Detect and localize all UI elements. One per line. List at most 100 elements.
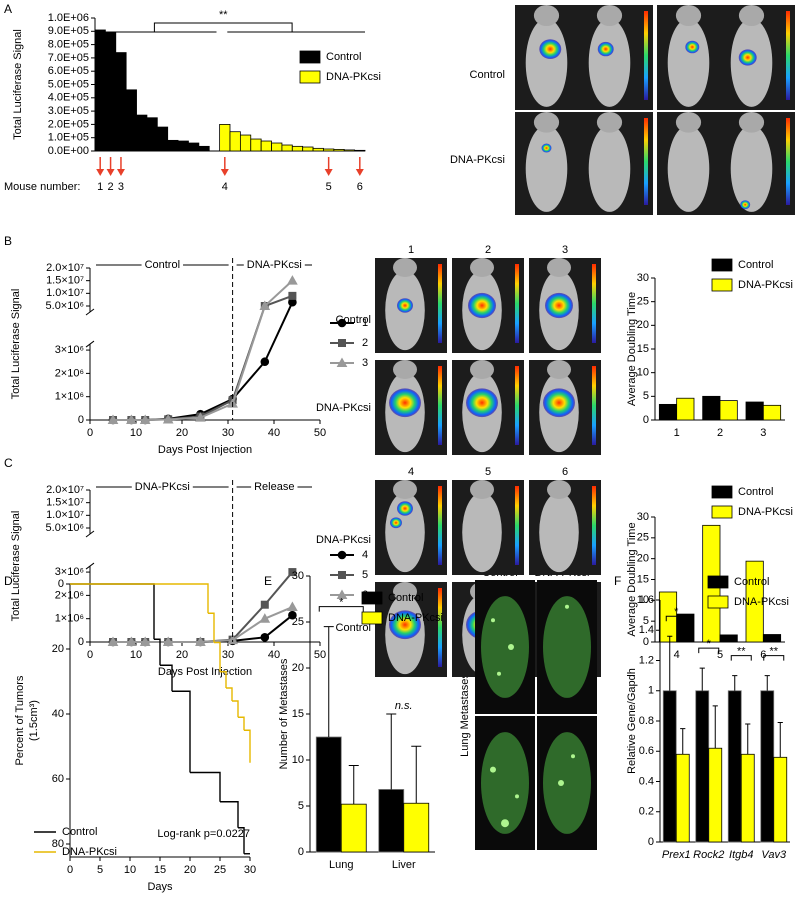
point xyxy=(107,414,119,424)
metastasis xyxy=(501,819,509,828)
y-axis-label: (1.5cm³) xyxy=(28,700,40,741)
metastasis xyxy=(508,644,514,650)
metastasis xyxy=(490,766,496,773)
point xyxy=(259,613,271,623)
bar xyxy=(354,149,366,152)
panel-letter: A xyxy=(4,2,12,16)
bar xyxy=(302,146,314,152)
x-tick-label: Rock2 xyxy=(693,849,724,861)
step-segment xyxy=(238,716,245,731)
error-bar xyxy=(667,635,673,691)
bar xyxy=(94,29,106,152)
mouse xyxy=(667,125,710,212)
y-tick-label: 1.5×10⁷ xyxy=(46,497,84,509)
error-bar xyxy=(699,667,705,691)
y-axis-label: Total Luciferase Signal xyxy=(10,289,22,400)
y-tick-label: 25 xyxy=(637,296,649,308)
point xyxy=(259,300,271,310)
color-scale xyxy=(786,11,790,100)
signal xyxy=(389,388,421,418)
point xyxy=(195,636,206,646)
y-tick-label: 1.0×10⁷ xyxy=(46,287,84,299)
mouse-head xyxy=(470,258,494,277)
significance: * xyxy=(339,597,344,609)
arrow-head xyxy=(116,169,125,176)
point xyxy=(288,291,297,300)
x-tick-label: 6 xyxy=(357,181,363,193)
y-tick-label: 2.0×10⁷ xyxy=(46,262,84,274)
mouse-head xyxy=(547,480,571,499)
color-scale xyxy=(438,264,442,343)
point xyxy=(287,275,298,285)
bar xyxy=(708,747,723,843)
y-tick-label: 1×10⁶ xyxy=(55,613,84,625)
signal xyxy=(539,39,562,59)
x-axis-label: Days Post Injection xyxy=(158,444,252,456)
y-tick-label: 3×10⁶ xyxy=(55,344,84,356)
step-segment xyxy=(190,771,221,802)
mouse-head xyxy=(470,360,494,379)
point xyxy=(260,357,270,367)
series-line xyxy=(113,279,294,421)
x-tick-label: 6 xyxy=(760,649,766,661)
y-tick-label: 20 xyxy=(637,319,649,331)
legend-swatch xyxy=(711,485,733,499)
mouse-head xyxy=(470,480,494,499)
error-bar xyxy=(348,765,359,805)
y-tick-label: 1.0E+06 xyxy=(48,12,89,24)
lung xyxy=(481,732,529,834)
y-tick-label: 1.0E+05 xyxy=(48,132,89,144)
x-tick-label: 1 xyxy=(674,427,680,439)
column-label: 4 xyxy=(408,466,414,478)
bar xyxy=(239,134,252,152)
color-scale xyxy=(786,118,790,205)
signal xyxy=(597,41,614,57)
significance: * xyxy=(674,606,679,618)
step-segment xyxy=(172,690,191,773)
phase-label: Release xyxy=(254,481,294,493)
metastasis xyxy=(558,780,564,786)
x-tick-label: 10 xyxy=(130,649,142,661)
error-bar xyxy=(386,713,397,790)
column-label: 6 xyxy=(562,466,568,478)
bar xyxy=(745,401,764,421)
legend-label: DNA-PKcsi xyxy=(388,612,443,624)
column-label: 2 xyxy=(485,244,491,256)
significance-bracket xyxy=(763,655,785,661)
x-tick-label: 0 xyxy=(87,427,93,439)
mouse-head xyxy=(596,112,623,133)
point xyxy=(288,568,297,577)
x-tick-label: Prex1 xyxy=(662,849,691,861)
y-tick-label: 5 xyxy=(643,615,649,627)
legend-marker xyxy=(336,357,348,367)
y-tick-label: 10 xyxy=(637,594,649,606)
x-tick-label: Lung xyxy=(329,859,353,871)
legend-swatch xyxy=(299,50,321,64)
row-label: DNA-PKcsi xyxy=(450,154,505,166)
y-tick-label: 0.8 xyxy=(639,715,654,727)
y-axis-label: Relative Gene/Gapdh xyxy=(626,668,638,774)
significance-bracket xyxy=(153,22,293,32)
panel-letter: F xyxy=(614,574,621,588)
y-tick-label: 1.4 xyxy=(639,624,654,636)
step-segment xyxy=(214,641,221,672)
x-tick-label: Liver xyxy=(392,859,416,871)
y-tick-label: 5 xyxy=(298,800,304,812)
arrow-head xyxy=(355,169,364,176)
step-segment xyxy=(220,801,239,828)
y-tick-label: 0.4 xyxy=(639,775,654,787)
y-axis-label: Total Luciferase Signal xyxy=(10,511,22,622)
signal xyxy=(541,143,552,153)
signal xyxy=(738,49,757,66)
bar xyxy=(740,753,755,843)
bar xyxy=(745,560,764,643)
significance-bracket xyxy=(665,615,687,622)
arrow-head xyxy=(106,169,115,176)
panel-letter: B xyxy=(4,234,12,248)
y-tick-label: 15 xyxy=(292,708,304,720)
mouse-head xyxy=(533,112,560,133)
axis-break xyxy=(85,562,95,570)
mouse-head xyxy=(596,5,623,26)
mouse-head xyxy=(393,258,417,277)
